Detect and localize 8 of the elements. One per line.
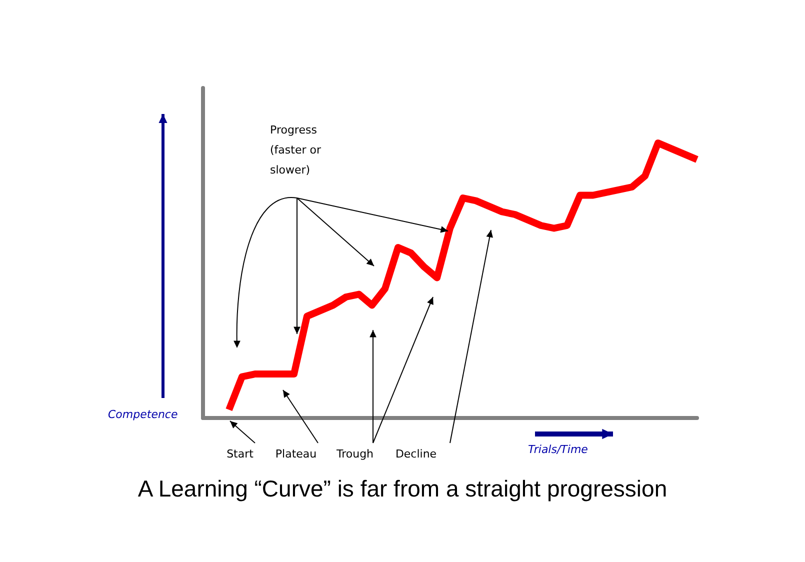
annotation: Progress (faster or slower) — [270, 124, 322, 176]
x-axis-title: Trials/Time — [528, 443, 588, 456]
text: Trough — [335, 448, 374, 460]
text: Decline — [395, 448, 437, 460]
text: A Learning “Curve” is far from a straight progression — [138, 476, 668, 502]
y-axis-title: Competence — [108, 408, 178, 421]
text: Start — [226, 448, 254, 460]
text: Plateau — [275, 448, 317, 460]
